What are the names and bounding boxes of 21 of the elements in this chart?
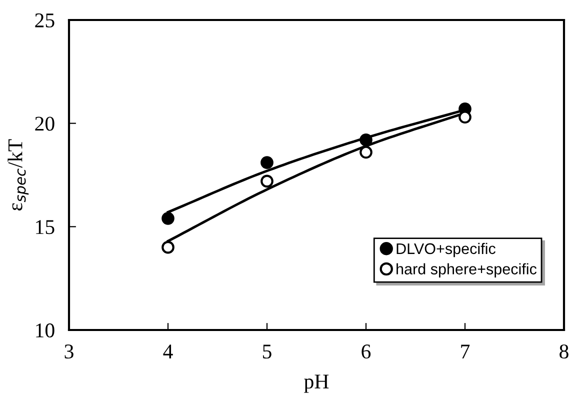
point [162, 212, 174, 225]
x-tick-label: 8 [560, 344, 568, 359]
x-axis-title: pH [304, 374, 329, 393]
y-tick-label: 15 [36, 220, 54, 234]
point [360, 133, 372, 146]
y-tick-label: 10 [36, 323, 54, 338]
x-tick-label: 3 [64, 344, 74, 359]
x-tick-label: 7 [461, 344, 470, 358]
x-tick-label: 4 [163, 344, 173, 358]
x-tick-label: 6 [362, 344, 371, 359]
legend-label: DLVO+specific [396, 242, 496, 258]
point [260, 156, 274, 170]
y-tick-label: 25 [35, 13, 54, 28]
y-tick-label: 20 [35, 116, 54, 131]
y-axis-title: ε$_{spec}$/kT [8, 139, 29, 210]
point [162, 240, 174, 254]
point [458, 110, 472, 124]
point [260, 174, 274, 188]
legend-label: hard sphere+specific [396, 263, 537, 278]
x-tick-label: 5 [263, 344, 272, 359]
point [360, 146, 372, 159]
